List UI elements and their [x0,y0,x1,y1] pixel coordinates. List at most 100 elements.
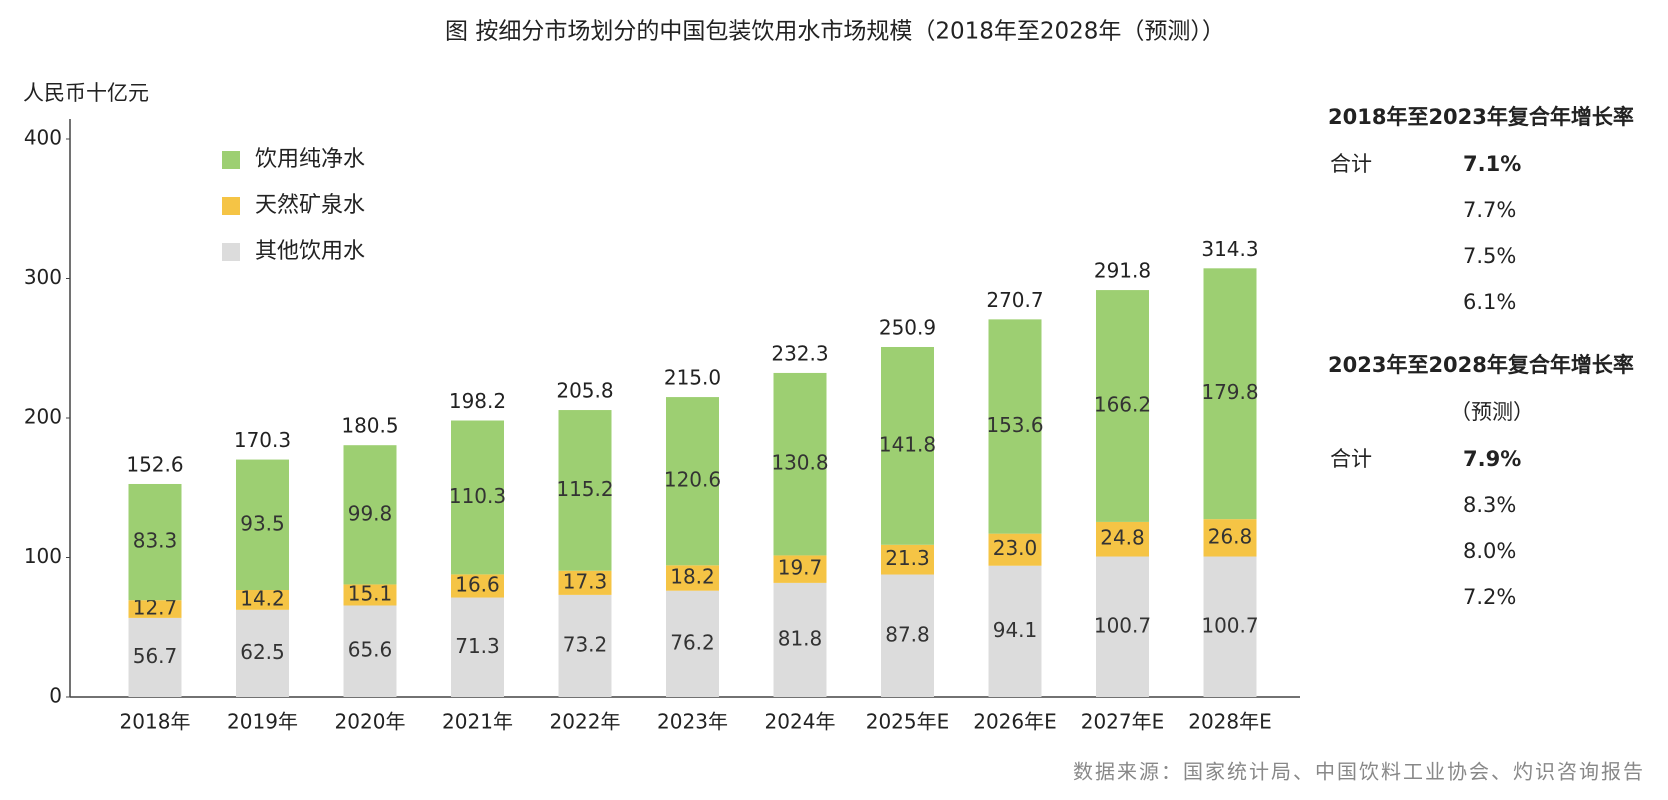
bar-segment [666,590,719,697]
bar-segment [343,584,397,606]
bar-segment [128,617,182,697]
data-label: 179.8 [1201,380,1258,404]
total-label: 198.2 [449,389,506,413]
bar-segment [558,410,612,571]
total-label: 170.3 [234,428,291,452]
total-label: 205.8 [556,379,613,403]
panel-row-value: 7.2% [1463,585,1516,609]
total-label: 270.7 [986,288,1043,312]
x-tick-label: 2022年 [550,710,621,734]
legend-swatch [222,197,240,215]
data-label: 19.7 [778,556,823,580]
bar-segment [881,574,934,697]
panel-row-value: 6.1% [1463,290,1516,314]
bar-segment [1096,521,1149,557]
data-label: 100.7 [1201,613,1258,637]
bar-segment [451,420,504,575]
data-label: 87.8 [885,622,930,646]
bar-segment [451,597,504,697]
data-label: 130.8 [771,451,828,475]
y-tick-label: 100 [24,544,62,568]
bar-segment [236,590,289,610]
data-label: 65.6 [348,638,393,662]
bar-segment [451,574,504,598]
chart-title: 图 按细分市场划分的中国包装饮用水市场规模（2018年至2028年（预测）） [445,19,1225,45]
data-label: 120.6 [664,468,721,492]
data-label: 93.5 [240,511,285,535]
panel-note: （预测） [1450,400,1534,424]
bar-segment [558,570,612,595]
x-tick-label: 2019年 [227,710,298,734]
bar-segment [773,582,827,697]
y-tick-label: 200 [24,405,62,429]
bar-segment [343,605,397,697]
bar-segment [988,565,1042,697]
bar-segment [128,483,182,601]
total-label: 250.9 [879,315,936,339]
data-label: 18.2 [670,565,715,589]
bar-segment [1203,556,1257,697]
bar-segment [881,346,934,545]
bar-segment [773,372,827,556]
bar-segment [558,594,612,697]
data-label: 94.1 [993,618,1038,642]
data-label: 23.0 [993,536,1038,560]
panel-row-value: 7.9% [1463,447,1521,471]
bar-segment [1096,290,1149,522]
data-label: 15.1 [348,581,393,605]
bar-segment [988,319,1042,534]
data-label: 26.8 [1208,524,1253,548]
data-label: 62.5 [240,640,285,664]
total-label: 180.5 [341,414,398,438]
x-tick-label: 2021年 [442,710,513,734]
panel-row-value: 8.0% [1463,539,1516,563]
panel-row-value: 7.5% [1463,244,1516,268]
data-label: 56.7 [133,644,178,668]
x-tick-label: 2025年E [866,710,950,734]
y-tick-label: 300 [24,265,62,289]
data-label: 16.6 [455,572,500,596]
y-tick-label: 400 [24,126,62,150]
panel-row-value: 8.3% [1463,493,1516,517]
total-label: 232.3 [771,341,828,365]
data-label: 110.3 [449,484,506,508]
bar-segment [128,600,182,618]
source: 数据来源：国家统计局、中国饮料工业协会、灼识咨询报告 [1073,760,1645,784]
x-tick-label: 2026年E [973,710,1057,734]
data-label: 21.3 [885,546,930,570]
panel-row-value: 7.1% [1463,152,1521,176]
data-label: 24.8 [1100,526,1145,550]
panel-row-value: 7.7% [1463,198,1516,222]
panel-title: 2023年至2028年复合年增长率 [1328,353,1634,377]
x-tick-label: 2028年E [1188,710,1272,734]
data-label: 166.2 [1094,393,1151,417]
legend-label: 其他饮用水 [255,239,365,264]
bar-segment [988,533,1042,566]
x-tick-label: 2023年 [657,710,728,734]
panel-title: 2018年至2023年复合年增长率 [1328,105,1634,129]
total-label: 215.0 [664,366,721,390]
data-label: 83.3 [133,529,178,553]
x-tick-label: 2027年E [1081,710,1165,734]
data-label: 73.2 [563,632,608,656]
y-axis-label: 人民币十亿元 [23,81,149,105]
legend-swatch [222,243,240,261]
bar-segment [666,397,719,566]
data-label: 81.8 [778,626,823,650]
bar-segment [1096,556,1149,697]
data-label: 100.7 [1094,613,1151,637]
total-label: 291.8 [1094,259,1151,283]
data-label: 115.2 [556,477,613,501]
bar-segment [1203,268,1257,520]
x-tick-label: 2018年 [120,710,191,734]
legend-label: 饮用纯净水 [255,147,365,172]
y-tick-label: 0 [49,684,62,708]
legend-swatch [222,151,240,169]
bar-segment [773,555,827,583]
data-label: 76.2 [670,630,715,654]
total-label: 152.6 [126,452,183,476]
x-tick-label: 2020年 [335,710,406,734]
bar-segment [881,544,934,575]
x-tick-label: 2024年 [765,710,836,734]
